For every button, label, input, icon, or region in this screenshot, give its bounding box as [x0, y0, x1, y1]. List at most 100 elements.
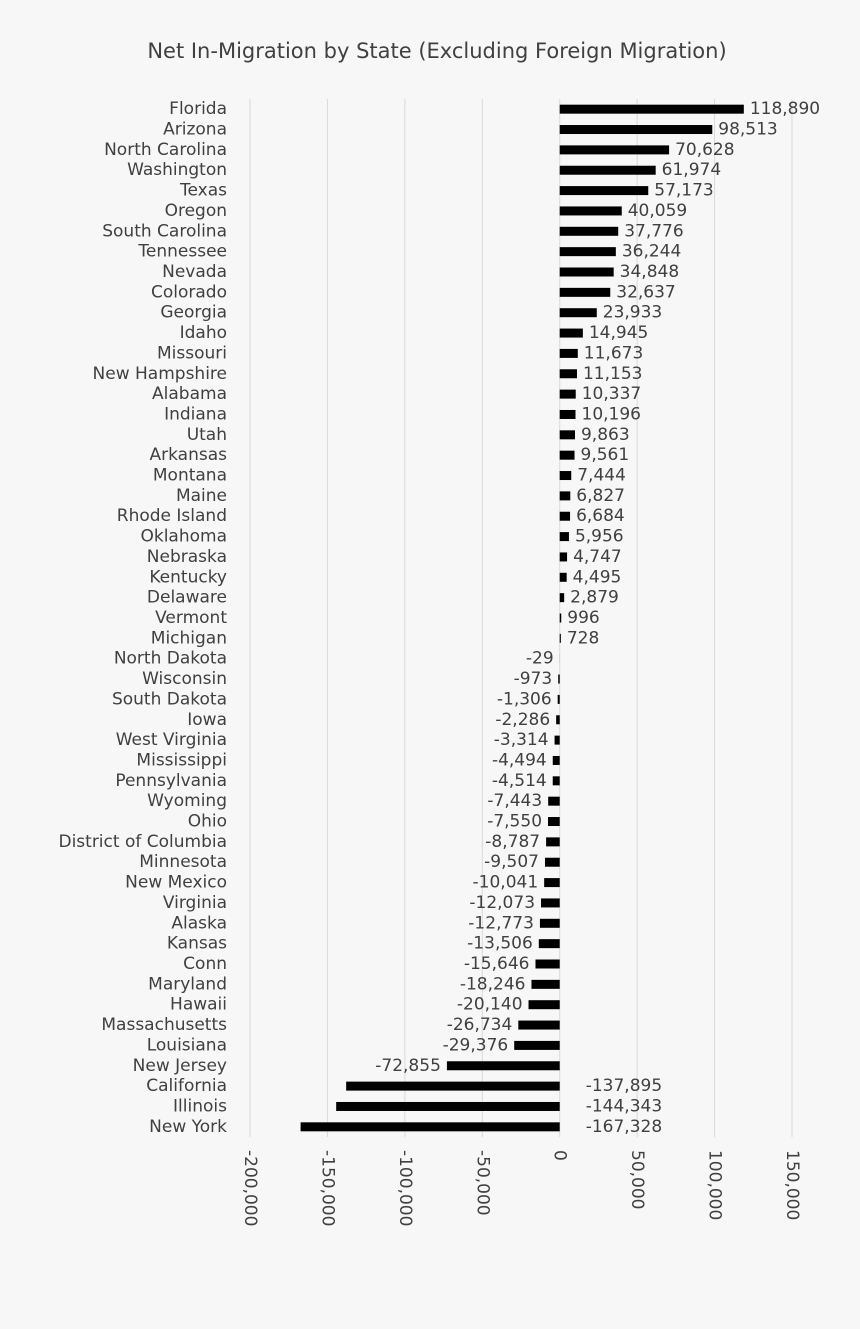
value-label: -137,895 — [586, 1076, 662, 1096]
bar — [546, 837, 560, 847]
y-tick-label: West Virginia — [116, 730, 227, 750]
bar — [548, 796, 560, 806]
y-tick-label: Maine — [176, 486, 227, 506]
value-label: 9,863 — [581, 425, 630, 445]
bar — [528, 1000, 560, 1010]
value-label: 7,444 — [577, 466, 626, 486]
value-label: 23,933 — [603, 303, 662, 323]
y-tick-label: Montana — [153, 466, 227, 486]
y-tick-label: Louisiana — [147, 1035, 227, 1055]
y-tick-label: Oregon — [165, 201, 227, 221]
y-tick-label: Missouri — [157, 343, 227, 363]
value-label: -9,507 — [484, 852, 539, 872]
y-tick-label: Florida — [169, 99, 227, 119]
bar — [559, 104, 744, 114]
y-tick-label: Vermont — [155, 608, 227, 628]
y-tick-label: Nevada — [162, 262, 227, 282]
y-tick-label: Nebraska — [147, 547, 227, 567]
value-label: -26,734 — [447, 1015, 513, 1035]
value-label: -12,773 — [468, 913, 534, 933]
y-tick-label: North Carolina — [104, 140, 227, 160]
bar — [559, 471, 572, 481]
value-label: -1,306 — [497, 689, 552, 709]
y-tick-label: Idaho — [180, 323, 227, 343]
bar — [559, 287, 611, 297]
value-label: -8,787 — [485, 832, 540, 852]
bar — [559, 552, 568, 562]
value-label: 6,827 — [576, 486, 625, 506]
bar — [518, 1020, 560, 1030]
value-label: -13,506 — [467, 934, 533, 954]
y-tick-label: Kentucky — [149, 567, 227, 587]
y-tick-label: Utah — [187, 425, 227, 445]
y-tick-label: New York — [149, 1117, 227, 1137]
bar — [559, 186, 649, 196]
x-tick-label: 100,000 — [705, 1150, 725, 1220]
y-tick-label: Wyoming — [147, 791, 227, 811]
bar — [559, 125, 713, 135]
y-tick-label: Michigan — [151, 628, 227, 648]
value-label: -4,494 — [492, 750, 547, 770]
bar — [559, 572, 567, 582]
value-label: 10,337 — [582, 384, 641, 404]
y-tick-label: Colorado — [151, 282, 227, 302]
value-label: 6,684 — [576, 506, 625, 526]
y-tick-label: Conn — [183, 954, 227, 974]
value-label: 34,848 — [620, 262, 679, 282]
y-tick-label: Illinois — [173, 1096, 227, 1116]
x-tick-label: 150,000 — [782, 1150, 802, 1220]
bar — [514, 1040, 560, 1050]
value-label: 9,561 — [581, 445, 630, 465]
y-tick-label: Alaska — [171, 913, 227, 933]
y-tick-label: Washington — [127, 160, 227, 180]
y-tick-label: Alabama — [152, 384, 227, 404]
value-label: -4,514 — [492, 771, 547, 791]
y-tick-label: Wisconsin — [142, 669, 227, 689]
bar — [559, 430, 575, 440]
bar — [539, 918, 560, 928]
x-tick-label: 50,000 — [627, 1150, 647, 1209]
y-tick-label: Pennsylvania — [115, 771, 227, 791]
value-label: -7,443 — [487, 791, 542, 811]
bar — [559, 409, 576, 419]
value-label: 4,495 — [573, 567, 622, 587]
y-tick-label: South Carolina — [102, 221, 227, 241]
y-tick-label: Ohio — [188, 812, 227, 832]
y-tick-label: Minnesota — [139, 852, 227, 872]
bar — [559, 389, 576, 399]
y-tick-label: New Hampshire — [93, 364, 227, 384]
value-label: 11,673 — [584, 343, 643, 363]
bar — [556, 715, 560, 725]
value-label: 57,173 — [654, 181, 713, 201]
y-tick-label: New Mexico — [125, 873, 227, 893]
bar — [559, 348, 578, 358]
value-label: 728 — [567, 628, 599, 648]
bar — [548, 817, 560, 827]
bar — [535, 959, 560, 969]
y-tick-label: Texas — [179, 181, 227, 201]
bar — [559, 511, 571, 521]
bar — [531, 979, 560, 989]
value-label: -167,328 — [586, 1117, 662, 1137]
x-tick-label: -50,000 — [472, 1150, 492, 1216]
value-label: 4,747 — [573, 547, 622, 567]
bar — [559, 267, 614, 277]
x-tick-label: 0 — [550, 1150, 570, 1161]
bar — [559, 308, 597, 318]
bar — [300, 1122, 560, 1132]
chart-title: Net In-Migration by State (Excluding For… — [147, 39, 726, 63]
value-label: 996 — [567, 608, 599, 628]
bar — [559, 165, 656, 175]
value-label: -973 — [514, 669, 553, 689]
value-label: -15,646 — [464, 954, 530, 974]
value-label: 32,637 — [616, 282, 675, 302]
y-tick-label: Arizona — [163, 120, 227, 140]
value-label: 61,974 — [662, 160, 721, 180]
y-tick-label: Tennessee — [137, 242, 227, 262]
bar — [557, 694, 560, 704]
value-label: -3,314 — [494, 730, 549, 750]
bar — [558, 674, 560, 684]
y-tick-label: Arkansas — [150, 445, 228, 465]
value-label: 118,890 — [750, 99, 820, 119]
bar — [346, 1081, 560, 1091]
